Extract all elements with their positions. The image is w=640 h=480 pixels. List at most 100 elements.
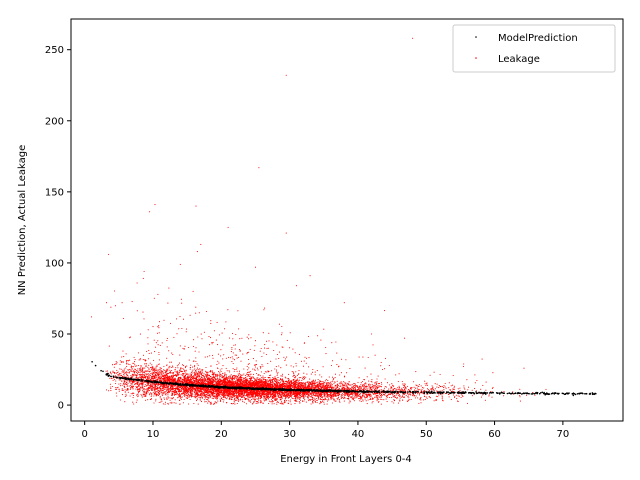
leakage-point <box>438 385 440 387</box>
leakage-point <box>258 396 260 399</box>
leakage-point <box>147 358 149 360</box>
leakage-point <box>154 387 156 389</box>
leakage-point <box>139 333 141 335</box>
leakage-point <box>231 361 233 363</box>
leakage-point <box>381 389 383 391</box>
leakage-point <box>151 369 153 371</box>
leakage-point <box>293 379 295 381</box>
leakage-point <box>123 368 125 370</box>
leakage-point <box>144 394 146 396</box>
leakage-point <box>233 402 235 405</box>
leakage-point <box>230 351 232 353</box>
leakage-point <box>321 398 323 401</box>
leakage-point <box>293 373 295 375</box>
leakage-point <box>297 373 299 375</box>
leakage-point <box>140 393 142 395</box>
leakage-point <box>137 391 140 394</box>
leakage-point <box>203 373 205 375</box>
leakage-point <box>205 376 208 378</box>
leakage-point <box>250 396 252 398</box>
leakage-point <box>456 398 458 400</box>
leakage-point <box>466 402 469 404</box>
plot-area <box>90 37 597 405</box>
leakage-point <box>121 302 123 304</box>
leakage-point <box>192 372 194 374</box>
leakage-point <box>399 387 401 389</box>
leakage-point <box>143 393 145 395</box>
leakage-point <box>128 372 130 374</box>
leakage-point <box>304 356 306 358</box>
leakage-point <box>144 384 146 386</box>
leakage-point <box>234 344 237 346</box>
leakage-point <box>334 377 336 379</box>
leakage-point <box>341 358 343 360</box>
leakage-point <box>132 394 135 397</box>
leakage-point <box>356 392 358 394</box>
leakage-point <box>488 394 490 396</box>
leakage-point <box>176 394 178 396</box>
leakage-point <box>276 344 278 346</box>
leakage-point <box>323 328 325 330</box>
leakage-point <box>177 367 179 369</box>
leakage-point <box>142 388 144 390</box>
leakage-point <box>158 388 160 390</box>
leakage-point <box>301 378 303 380</box>
leakage-point <box>271 370 273 372</box>
leakage-point <box>386 382 389 384</box>
leakage-point <box>111 364 114 366</box>
leakage-point <box>480 388 482 390</box>
leakage-point <box>247 369 249 371</box>
leakage-point <box>381 398 383 401</box>
leakage-point <box>349 400 351 402</box>
leakage-point <box>382 392 384 394</box>
leakage-point <box>180 298 182 300</box>
leakage-point <box>404 337 406 339</box>
leakage-point <box>264 376 266 378</box>
leakage-point <box>128 380 130 382</box>
leakage-point <box>481 358 483 360</box>
leakage-point <box>289 399 292 401</box>
leakage-point <box>138 359 140 361</box>
leakage-point <box>280 393 283 395</box>
leakage-point <box>357 396 359 398</box>
leakage-point <box>274 368 276 370</box>
leakage-point <box>425 396 427 398</box>
leakage-point <box>204 374 206 376</box>
leakage-point <box>140 366 142 368</box>
leakage-point <box>474 374 476 376</box>
leakage-point <box>273 403 275 405</box>
leakage-point <box>229 396 231 398</box>
leakage-point <box>148 378 150 380</box>
leakage-point <box>193 339 195 341</box>
leakage-point <box>266 347 268 349</box>
leakage-point <box>114 375 116 377</box>
leakage-point <box>111 377 113 379</box>
leakage-point <box>340 381 342 383</box>
leakage-point <box>348 402 350 404</box>
leakage-point <box>275 366 277 368</box>
leakage-point <box>254 397 256 399</box>
leakage-point <box>362 399 364 401</box>
leakage-point <box>344 375 346 377</box>
leakage-point <box>235 354 238 356</box>
leakage-point <box>336 380 338 382</box>
leakage-point <box>381 395 383 397</box>
leakage-point <box>179 354 181 356</box>
leakage-point <box>396 393 398 395</box>
leakage-point <box>155 400 157 402</box>
leakage-point <box>313 400 315 402</box>
leakage-point <box>158 327 160 329</box>
leakage-point <box>186 365 188 367</box>
leakage-point <box>263 377 265 379</box>
leakage-point <box>353 397 355 399</box>
leakage-point <box>150 395 152 398</box>
leakage-point <box>165 397 167 399</box>
leakage-point <box>196 369 198 371</box>
leakage-point <box>194 396 196 398</box>
leakage-point <box>353 400 355 402</box>
leakage-point <box>156 375 158 377</box>
leakage-point <box>218 362 220 364</box>
leakage-point <box>471 395 473 397</box>
leakage-point <box>185 394 187 397</box>
leakage-point <box>362 356 364 358</box>
